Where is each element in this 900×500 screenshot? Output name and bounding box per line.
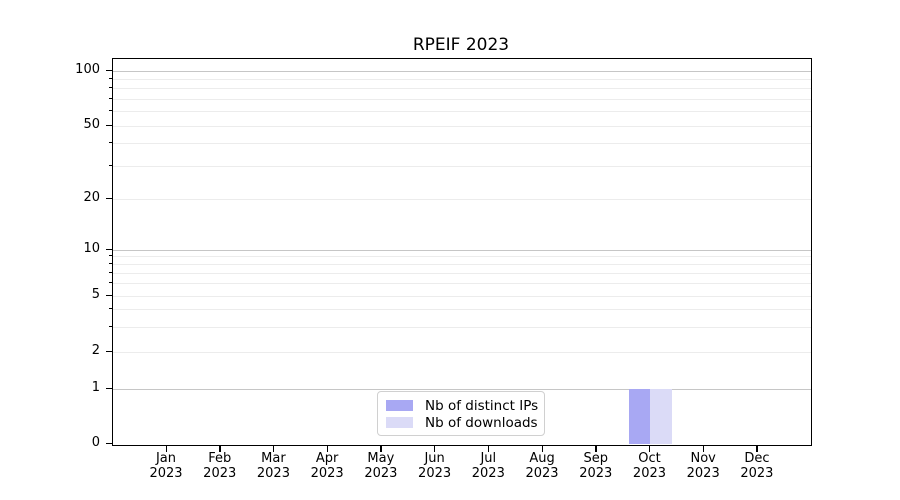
x-tick-feb-2023: [219, 445, 221, 452]
y-gridline-4: [113, 309, 811, 311]
y-tick-label-50: 50: [83, 117, 100, 132]
x-tick-label-jun-2023: Jun 2023: [418, 451, 452, 481]
y-minor-tick-6: [108, 282, 112, 284]
x-tick-mar-2023: [272, 445, 275, 452]
y-minor-tick-30: [108, 165, 112, 167]
y-minor-tick-5: [108, 294, 112, 296]
y-minor-tick-50: [108, 124, 112, 126]
x-tick-nov-2023: [702, 445, 704, 452]
y-gridline-9: [113, 256, 811, 258]
y-gridline-30: [113, 166, 811, 168]
x-tick-label-aug-2023: Aug 2023: [525, 451, 559, 481]
y-gridline-60: [113, 111, 811, 113]
x-tick-jul-2023: [487, 445, 490, 452]
x-tick-apr-2023: [326, 445, 328, 452]
y-tick-100: [106, 69, 112, 71]
x-tick-may-2023: [380, 445, 382, 452]
y-tick-label-2: 2: [91, 343, 100, 358]
x-tick-jan-2023: [165, 445, 167, 452]
y-minor-tick-7: [108, 272, 112, 274]
y-gridline-1: [113, 388, 811, 390]
y-minor-tick-60: [108, 110, 112, 112]
legend-swatch-downloads: [386, 417, 413, 428]
x-tick-label-sep-2023: Sep 2023: [579, 451, 613, 481]
y-minor-tick-3: [108, 325, 112, 327]
x-tick-dec-2023: [756, 445, 758, 452]
x-tick-label-jul-2023: Jul 2023: [471, 451, 505, 481]
y-tick-label-10: 10: [83, 241, 100, 256]
y-tick-1: [106, 387, 112, 389]
y-gridline-100: [113, 70, 811, 72]
x-tick-label-dec-2023: Dec 2023: [740, 451, 774, 481]
y-minor-tick-9: [108, 255, 112, 257]
y-minor-tick-40: [108, 142, 112, 144]
y-tick-label-0: 0: [91, 435, 100, 450]
y-gridline-40: [113, 143, 811, 145]
x-tick-label-mar-2023: Mar 2023: [256, 451, 290, 481]
y-gridline-6: [113, 283, 811, 285]
legend-label-downloads: Nb of downloads: [425, 414, 538, 431]
bar-nb-of-downloads-oct-2023: [650, 389, 672, 444]
y-minor-tick-8: [108, 263, 112, 265]
y-minor-tick-70: [108, 97, 112, 99]
x-tick-label-feb-2023: Feb 2023: [203, 451, 237, 481]
y-minor-tick-80: [108, 87, 112, 89]
legend-item-distinct-ips: Nb of distinct IPs: [386, 397, 539, 414]
legend: Nb of distinct IPs Nb of downloads: [377, 391, 545, 436]
y-gridline-70: [113, 98, 811, 100]
y-tick-10: [106, 248, 112, 250]
y-tick-0: [106, 442, 112, 444]
legend-swatch-distinct-ips: [386, 400, 413, 411]
x-tick-label-jan-2023: Jan 2023: [149, 451, 183, 481]
y-gridline-90: [113, 78, 811, 80]
y-gridline-80: [113, 88, 811, 90]
y-gridline-5: [113, 295, 811, 297]
y-gridline-8: [113, 264, 811, 266]
y-minor-tick-20: [108, 197, 112, 199]
legend-item-downloads: Nb of downloads: [386, 414, 538, 431]
chart-title: RPEIF 2023: [412, 35, 510, 55]
x-tick-label-may-2023: May 2023: [364, 451, 398, 481]
y-gridline-2: [113, 351, 811, 353]
x-tick-jun-2023: [434, 445, 436, 452]
x-tick-label-nov-2023: Nov 2023: [686, 451, 720, 481]
bar-nb-of-distinct-ips-oct-2023: [628, 389, 651, 444]
y-minor-tick-4: [108, 308, 112, 310]
x-tick-oct-2023: [648, 445, 651, 452]
legend-label-distinct-ips: Nb of distinct IPs: [425, 397, 539, 414]
x-tick-label-apr-2023: Apr 2023: [310, 451, 344, 481]
y-tick-label-5: 5: [91, 287, 100, 302]
y-tick-label-1: 1: [91, 380, 100, 395]
plot-area: [112, 58, 812, 446]
y-gridline-7: [113, 273, 811, 275]
y-gridline-50: [113, 125, 811, 127]
y-gridline-3: [113, 326, 811, 328]
x-tick-aug-2023: [541, 445, 543, 452]
x-tick-sep-2023: [595, 445, 597, 452]
x-tick-label-oct-2023: Oct 2023: [632, 451, 667, 481]
y-tick-label-20: 20: [83, 190, 100, 205]
y-gridline-20: [113, 198, 811, 200]
y-minor-tick-90: [108, 77, 112, 79]
y-minor-tick-2: [108, 350, 112, 352]
y-gridline-10: [113, 249, 811, 251]
y-tick-label-100: 100: [75, 62, 100, 77]
